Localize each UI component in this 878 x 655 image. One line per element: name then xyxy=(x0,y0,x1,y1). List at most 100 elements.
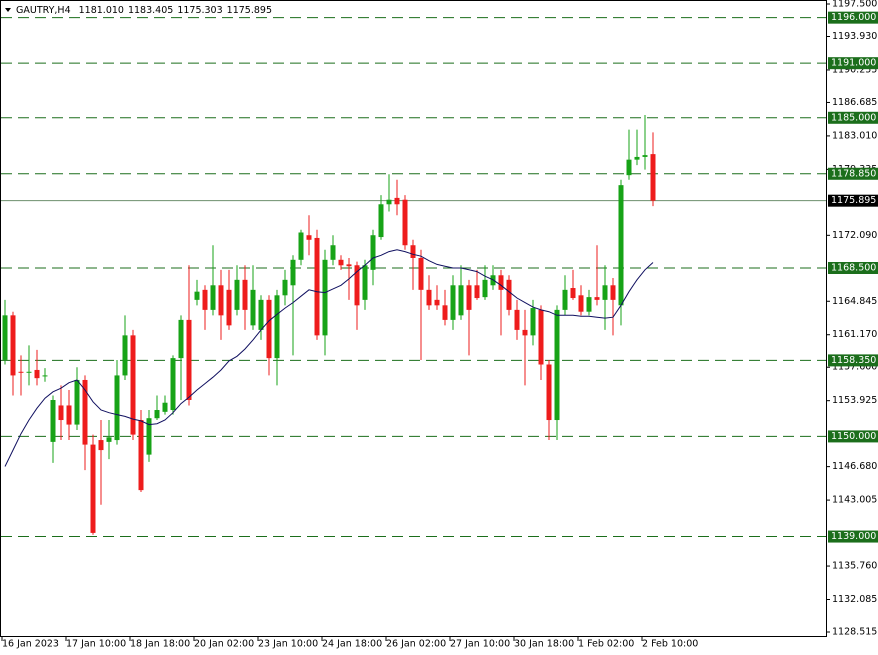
candle-body xyxy=(562,289,568,310)
candle-body xyxy=(618,185,624,306)
level-label-box xyxy=(828,167,878,180)
level-label: 1178.850 xyxy=(831,168,876,179)
header-value: 1175.895 xyxy=(227,5,272,16)
x-tick-label: 17 Jan 10:00 xyxy=(66,639,126,650)
candle-body xyxy=(410,245,416,258)
candle-body xyxy=(90,444,96,533)
candle-body xyxy=(322,259,328,336)
current-price-label: 1175.895 xyxy=(831,195,876,206)
candle-body xyxy=(234,279,240,310)
candle-body xyxy=(378,204,384,238)
x-tick-label: 26 Jan 02:00 xyxy=(386,639,446,650)
candle-body xyxy=(594,297,600,300)
candle-body xyxy=(50,399,56,442)
candle-body xyxy=(162,402,168,412)
x-tick-label: 30 Jan 18:00 xyxy=(514,639,574,650)
candle-body xyxy=(330,245,336,260)
candle-body xyxy=(426,289,432,306)
plot-frame xyxy=(0,0,827,637)
candle-body xyxy=(450,285,456,320)
level-label-box xyxy=(828,57,878,70)
candle-body xyxy=(114,375,120,441)
candle-body xyxy=(98,440,104,451)
candle-body xyxy=(626,159,632,176)
candle-body xyxy=(178,319,184,359)
header: GAUTRY,H4 1181.010 1183.405 1175.303 1175.89… xyxy=(16,5,272,16)
level-label-box xyxy=(828,261,878,274)
header-value: 1183.405 xyxy=(128,5,173,16)
candle-body xyxy=(498,275,504,290)
candle-body xyxy=(282,279,288,296)
header-value: 1181.010 xyxy=(79,5,124,16)
candle-body xyxy=(602,285,608,300)
candle-body xyxy=(402,199,408,246)
y-tick-label: 1193.930 xyxy=(832,31,877,42)
y-tick-label: 1143.005 xyxy=(832,495,877,506)
x-tick-label: 27 Jan 10:00 xyxy=(450,639,510,650)
candle-body xyxy=(226,289,232,326)
candle-body xyxy=(2,315,8,360)
menu-arrow[interactable] xyxy=(5,8,11,12)
y-tick-label: 1132.085 xyxy=(832,594,877,605)
level-label-box xyxy=(828,354,878,367)
x-tick-label: 20 Jan 02:00 xyxy=(194,639,254,650)
level-label: 1168.500 xyxy=(831,262,876,273)
candle-body xyxy=(66,405,72,425)
candle-body xyxy=(530,308,536,336)
candle-body xyxy=(34,369,40,379)
candle-body xyxy=(482,279,488,298)
candle-body xyxy=(522,329,528,336)
candle-body xyxy=(570,288,576,299)
level-label-box xyxy=(828,430,878,443)
candle-body xyxy=(642,155,648,157)
candle-body xyxy=(546,364,552,421)
candle-body xyxy=(218,285,224,316)
header-value: 1175.303 xyxy=(177,5,222,16)
x-tick-label: 23 Jan 10:00 xyxy=(258,639,318,650)
level-label-box xyxy=(828,530,878,543)
level-label-box xyxy=(828,11,878,24)
candle-body xyxy=(26,371,32,373)
y-tick-label: 1128.515 xyxy=(832,627,877,638)
candle-body xyxy=(394,197,400,205)
y-tick-label: 1183.010 xyxy=(832,130,877,141)
candle-body xyxy=(258,299,264,330)
x-tick-label: 2 Feb 10:00 xyxy=(642,639,698,650)
candle-body xyxy=(106,437,112,442)
candle-body xyxy=(202,289,208,310)
candle-body xyxy=(74,379,80,425)
level-label: 1150.000 xyxy=(831,431,876,442)
moving-average xyxy=(4,249,654,467)
candle-body xyxy=(434,299,440,306)
level-label: 1139.000 xyxy=(831,531,876,542)
candle-body xyxy=(242,279,248,310)
x-tick-label: 18 Jan 18:00 xyxy=(130,639,190,650)
candle-body xyxy=(130,335,136,435)
candle-body xyxy=(18,371,24,373)
candle-body xyxy=(266,299,272,359)
candle-body xyxy=(194,291,200,300)
candle-body xyxy=(42,375,48,377)
level-label: 1196.000 xyxy=(831,12,876,23)
candle-body xyxy=(418,257,424,290)
candle-body xyxy=(386,199,392,205)
candle-body xyxy=(146,418,152,455)
x-tick-label: 24 Jan 18:00 xyxy=(322,639,382,650)
candle-body xyxy=(210,285,216,310)
y-tick-label: 1157.600 xyxy=(832,362,877,373)
candle-body xyxy=(586,297,592,312)
candle-body xyxy=(538,309,544,365)
candle-body xyxy=(10,315,16,376)
candle-body xyxy=(138,420,144,491)
candle-body xyxy=(650,154,656,201)
candle-body xyxy=(170,358,176,411)
candle-body xyxy=(514,309,520,330)
y-tick-label: 1135.760 xyxy=(832,561,877,572)
y-tick-label: 1172.090 xyxy=(832,230,877,241)
candle-body xyxy=(362,265,368,300)
y-tick-label: 1146.680 xyxy=(832,461,877,472)
candle-body xyxy=(274,295,280,359)
candle-body xyxy=(354,265,360,306)
candle-body xyxy=(250,289,256,326)
